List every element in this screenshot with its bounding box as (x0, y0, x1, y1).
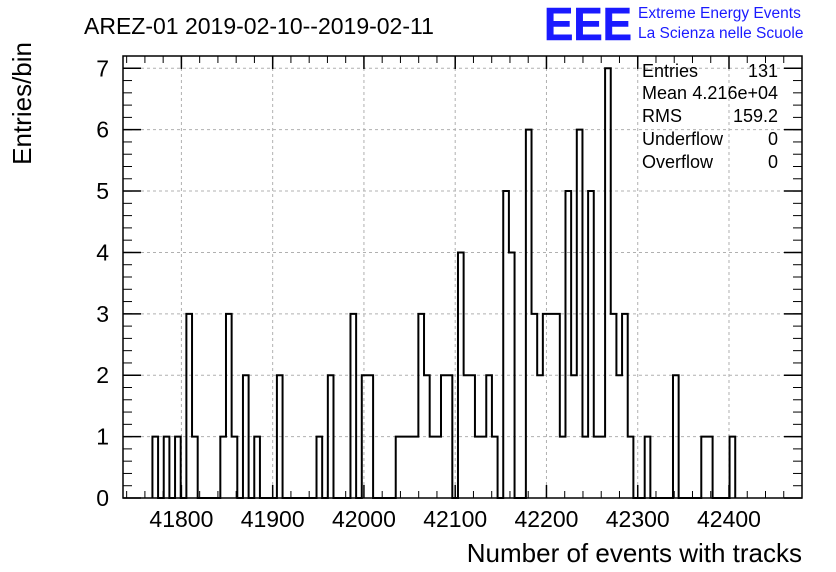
histogram-bin (481, 437, 487, 498)
y-tick-label: 0 (96, 485, 109, 511)
y-axis-label: Entries/bin (7, 42, 37, 165)
logo-mark: EEE (544, 0, 632, 50)
stats-entries-value: 131 (748, 61, 778, 81)
y-tick-label: 7 (96, 55, 109, 81)
histogram-bin (413, 437, 419, 498)
histogram-bin (430, 437, 436, 498)
y-tick-label: 4 (96, 239, 109, 265)
stats-entries-label: Entries (642, 61, 698, 81)
x-axis-label: Number of events with tracks (467, 538, 802, 568)
stats-box: Entries 131 Mean 4.216e+04 RMS 159.2 Und… (642, 61, 778, 172)
eee-logo: EEE Extreme Energy Events La Scienza nel… (544, 0, 804, 50)
histogram-bin (582, 437, 588, 498)
chart-title: AREZ-01 2019-02-10--2019-02-11 (84, 13, 434, 39)
y-tick-label: 5 (96, 178, 109, 204)
y-tick-label: 1 (96, 424, 109, 450)
x-tick-label: 42000 (332, 506, 396, 532)
stats-mean-label: Mean (642, 83, 687, 103)
y-tick-label: 2 (96, 362, 109, 388)
histogram-bin (616, 375, 622, 498)
x-tick-label: 41900 (241, 506, 305, 532)
y-tick-label: 6 (96, 117, 109, 143)
histogram-bin (435, 437, 441, 498)
x-tick-label: 41800 (149, 506, 213, 532)
histogram-bin (464, 375, 470, 498)
y-tick-label: 3 (96, 301, 109, 327)
x-tick-label: 42200 (514, 506, 578, 532)
histogram-bin (475, 437, 481, 498)
stats-mean-value: 4.216e+04 (692, 83, 778, 103)
x-tick-label: 42100 (423, 506, 487, 532)
logo-line-2: La Scienza nelle Scuole (638, 25, 803, 42)
stats-underflow-label: Underflow (642, 129, 724, 149)
histogram-bin (571, 375, 577, 498)
histogram-bin (407, 437, 413, 498)
stats-overflow-value: 0 (768, 152, 778, 172)
stats-overflow-label: Overflow (642, 152, 714, 172)
stats-rms-value: 159.2 (733, 106, 778, 126)
histogram-bin (537, 375, 543, 498)
histogram-bin (560, 437, 566, 498)
logo-line-1: Extreme Energy Events (638, 5, 801, 22)
stats-underflow-value: 0 (768, 129, 778, 149)
x-tick-label: 42300 (606, 506, 670, 532)
histogram-bin (549, 314, 555, 498)
x-tick-label: 42400 (697, 506, 761, 532)
histogram-bin (401, 437, 407, 498)
histogram-bin (594, 437, 600, 498)
histogram-bin (599, 437, 605, 498)
stats-rms-label: RMS (642, 106, 682, 126)
